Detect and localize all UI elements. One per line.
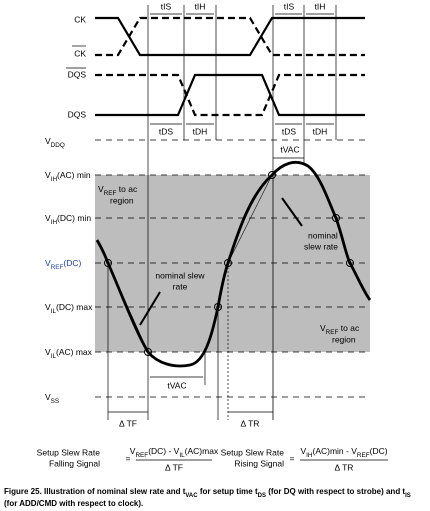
annotation: region	[332, 334, 356, 344]
crossing-points	[104, 171, 354, 356]
text-part: V	[45, 170, 51, 180]
subscript: IH	[306, 452, 313, 459]
text-part: (AC) max	[56, 347, 93, 357]
level-label: VREF(DC)	[45, 258, 82, 271]
timing-label: tIH	[315, 1, 326, 11]
text-part: V	[45, 392, 51, 402]
text-part: for setup time t	[198, 487, 258, 496]
annotation: Δ TR	[241, 418, 260, 428]
subscript: IH	[51, 176, 58, 183]
annotation: VREF to ac	[98, 184, 138, 197]
annotation: nominal slew	[155, 270, 205, 280]
signal-label: DQS	[68, 69, 87, 79]
annotation: slew rate	[304, 241, 338, 251]
level-label: VDDQ	[45, 136, 65, 149]
signal-label: DQS	[68, 109, 87, 119]
text-part: V	[98, 184, 104, 194]
subscript: IH	[51, 219, 58, 226]
text-part: (AC)max	[185, 446, 219, 456]
subscript: IL	[179, 452, 185, 459]
caption: (for ADD/CMD with respect to clock).	[4, 499, 143, 508]
annotation: region	[110, 195, 134, 205]
caption: Figure 25. Illustration of nominal slew …	[4, 487, 411, 498]
subscript: IL	[51, 353, 57, 360]
subscript: IS	[405, 493, 411, 499]
subscript: REF	[326, 329, 339, 336]
formula-denominator: Δ TF	[165, 462, 183, 472]
annotation: rate	[173, 281, 188, 291]
formula-label: Setup Slew Rate	[37, 447, 101, 457]
timing-label: tDS	[159, 126, 174, 136]
text-part: (for DQ with respect to strobe) and t	[266, 487, 405, 496]
subscript: REF	[104, 190, 117, 197]
level-label: VIH(AC) min	[45, 170, 91, 183]
timing-label: tIS	[284, 1, 295, 11]
text-part: V	[320, 323, 326, 333]
annotation: nominal	[308, 230, 338, 240]
signal-label: CK	[74, 14, 86, 24]
formula-eq: =	[126, 453, 131, 463]
subscript: IL	[51, 308, 57, 315]
signal-label: CK	[74, 48, 86, 58]
level-label: VIH(DC) min	[45, 213, 91, 226]
text-part: V	[45, 136, 51, 146]
text-part: (AC) min	[57, 170, 91, 180]
formula-label: Falling Signal	[49, 458, 100, 468]
formula-eq: =	[290, 453, 295, 463]
subscript: DS	[258, 493, 266, 499]
formula-denominator: Δ TR	[335, 462, 354, 472]
text-part: to ac	[116, 184, 138, 194]
annotation: VREF to ac	[320, 323, 360, 336]
slew-curve	[95, 161, 372, 368]
text-part: V	[45, 258, 51, 268]
subscript: REF	[51, 264, 64, 271]
text-part: Figure 25. Illustration of nominal slew …	[4, 487, 186, 496]
level-label: VIL(DC) max	[45, 302, 93, 315]
timing-label: tIH	[195, 1, 206, 11]
text-part: V	[45, 347, 51, 357]
text-part: V	[45, 302, 51, 312]
text-part: (AC)min - V	[312, 446, 357, 456]
text-part: (DC)	[63, 258, 81, 268]
annotation: tVAC	[167, 380, 186, 390]
subscript: REF	[135, 452, 148, 459]
annotation: tVAC	[280, 144, 299, 154]
formula-label: Setup Slew Rate	[221, 447, 285, 457]
text-part: (DC) max	[56, 302, 93, 312]
subscript: REF	[357, 452, 370, 459]
text-part: (DC) - V	[148, 446, 179, 456]
formula-numerator: VREF(DC) - VIL(AC)max	[130, 446, 219, 459]
subscript: SS	[51, 398, 59, 405]
text-part: V	[130, 446, 136, 456]
text-part: V	[45, 213, 51, 223]
annotation: Δ TF	[119, 418, 137, 428]
text-part: (DC)	[370, 446, 388, 456]
level-label: VSS	[45, 392, 59, 405]
formula-label: Rising Signal	[234, 458, 284, 468]
subscript: VAC	[185, 493, 198, 499]
subscript: DDQ	[51, 142, 65, 149]
text-part: (DC) min	[57, 213, 91, 223]
waveforms	[95, 16, 365, 117]
level-label: VIL(AC) max	[45, 347, 93, 360]
level-lines	[95, 139, 370, 398]
text-part: to ac	[338, 323, 360, 333]
timing-label: tDH	[313, 126, 328, 136]
timing-label: tIS	[161, 1, 172, 11]
timing-label: tDH	[193, 126, 208, 136]
timing-label: tDS	[282, 126, 297, 136]
text-part: V	[300, 446, 306, 456]
formula-numerator: VIH(AC)min - VREF(DC)	[300, 446, 387, 459]
